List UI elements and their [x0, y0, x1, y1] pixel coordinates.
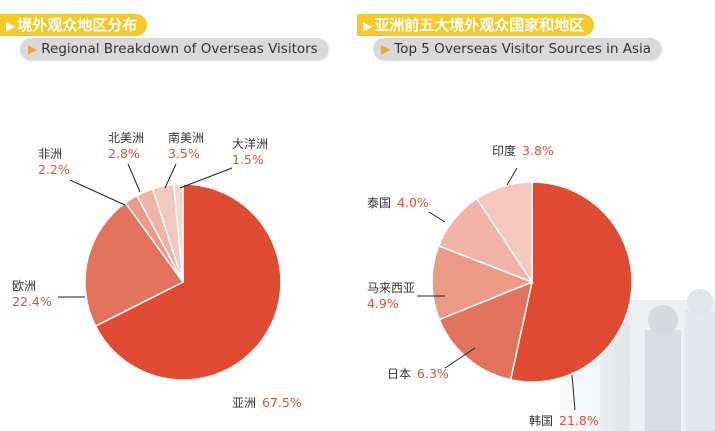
pie-slice-1-1 — [94, 183, 282, 381]
right-title-cn-banner: ▶ 亚洲前五大境外观众国家和地区 — [357, 14, 595, 36]
left-title-cn: 境外观众地区分布 — [17, 16, 138, 34]
slice-value: 3.8% — [522, 143, 554, 158]
left-title-en: Regional Breakdown of Overseas Visitors — [41, 41, 318, 57]
right-title-en: Top 5 Overseas Visitor Sources in Asia — [394, 41, 652, 57]
slice-value-2-3: 4.9% — [367, 296, 399, 311]
slice-category-1-2: 欧洲 — [12, 279, 36, 293]
slice-category: 韩国 — [529, 413, 553, 428]
slice-category-1-6: 大洋洲 — [232, 136, 268, 151]
slice-category-1-4: 北美洲 — [108, 131, 144, 145]
pie-slice-2-5 — [475, 181, 533, 285]
leader-line-1-6 — [179, 167, 233, 189]
leader-line-2-5 — [506, 167, 518, 186]
leader-line-1-4 — [127, 163, 141, 193]
slice-category-1-3: 非洲 — [38, 147, 62, 161]
right-title-cn: 亚洲前五大境外观众国家和地区 — [374, 16, 585, 34]
slice-category: 亚洲 — [232, 396, 256, 410]
slice-label-2-5: 印度 3.8% — [492, 143, 554, 158]
slice-category-2-3: 马来西亚 — [367, 281, 415, 295]
slice-category: 日本 — [387, 367, 411, 381]
slice-label-2-4: 泰国 4.0% — [367, 195, 429, 210]
pie-slice-2-2 — [438, 280, 534, 381]
slice-value-1-4: 2.8% — [108, 146, 140, 161]
slice-label-2-1: 韩国 21.8% — [529, 413, 599, 428]
pie-slice-1-6 — [172, 183, 184, 283]
right-panel: ▶ 亚洲前五大境外观众国家和地区 ▶ Top 5 Overseas Visitor … — [357, 0, 715, 431]
slice-value-1-3: 2.2% — [38, 162, 70, 177]
slice-label-1-1: 亚洲 67.5% — [232, 395, 302, 410]
slice-category: 泰国 — [367, 196, 391, 210]
triangle-icon: ▶ — [6, 19, 16, 33]
pie-slice-2-3 — [431, 244, 535, 321]
slice-value-1-2: 22.4% — [12, 294, 52, 309]
triangle-icon: ▶ — [381, 42, 391, 56]
slice-value-1-6: 1.5% — [232, 152, 264, 167]
slice-value: 67.5% — [262, 395, 302, 410]
slice-value: 6.3% — [417, 366, 449, 381]
pie-slice-2-1 — [509, 181, 633, 383]
left-title-en-banner: ▶ Regional Breakdown of Overseas Visitors — [20, 38, 328, 60]
leader-line-1-5 — [164, 163, 177, 189]
slice-label-2-2: 日本 6.3% — [387, 366, 449, 381]
slice-value-1-5: 3.5% — [168, 146, 200, 161]
leader-line-2-2 — [444, 347, 476, 369]
slice-value: 4.0% — [397, 195, 429, 210]
leader-line-1-3 — [69, 179, 126, 206]
leader-line-2-4 — [428, 211, 446, 223]
triangle-icon: ▶ — [28, 42, 38, 56]
left-title-cn-banner: ▶ 境外观众地区分布 — [0, 14, 148, 36]
right-title-en-banner: ▶ Top 5 Overseas Visitor Sources in Asia — [373, 38, 662, 60]
triangle-icon: ▶ — [363, 19, 373, 33]
slice-category-1-5: 南美洲 — [168, 130, 204, 145]
slice-value: 21.8% — [559, 413, 599, 428]
leader-line-2-1 — [571, 374, 576, 411]
pie-slice-1-2 — [84, 201, 185, 328]
slice-category: 印度 — [492, 143, 516, 158]
left-panel: ▶ 境外观众地区分布 ▶ Regional Breakdown of Oversea… — [0, 0, 357, 431]
